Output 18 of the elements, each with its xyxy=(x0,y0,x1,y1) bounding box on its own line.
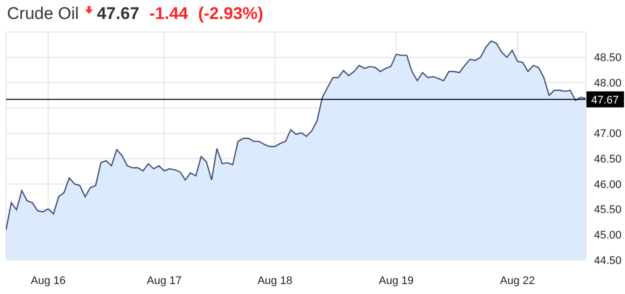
y-tick-label: 44.50 xyxy=(594,254,622,267)
y-tick-label: 46.00 xyxy=(594,178,622,191)
x-tick-label: Aug 19 xyxy=(378,274,414,287)
chart-title: Crude Oil xyxy=(7,4,79,24)
y-tick-label: 48.50 xyxy=(594,52,622,64)
text: 47.67 xyxy=(96,4,140,24)
y-tick-label: 45.00 xyxy=(594,230,622,242)
text: -1.44 xyxy=(149,4,188,24)
x-tick-label: Aug 16 xyxy=(30,274,66,287)
x-tick-label: Aug 18 xyxy=(257,274,292,287)
text: (-2.93%) xyxy=(198,4,264,24)
y-tick-label: 48.00 xyxy=(594,78,622,90)
ref-line-label: 47.67 xyxy=(591,94,619,106)
y-tick-label: 46.50 xyxy=(594,154,622,166)
y-tick-label: 47.00 xyxy=(594,128,622,140)
x-tick-label: Aug 22 xyxy=(500,274,535,287)
y-tick-label: 45.50 xyxy=(594,204,622,216)
x-tick-label: Aug 17 xyxy=(146,274,182,287)
